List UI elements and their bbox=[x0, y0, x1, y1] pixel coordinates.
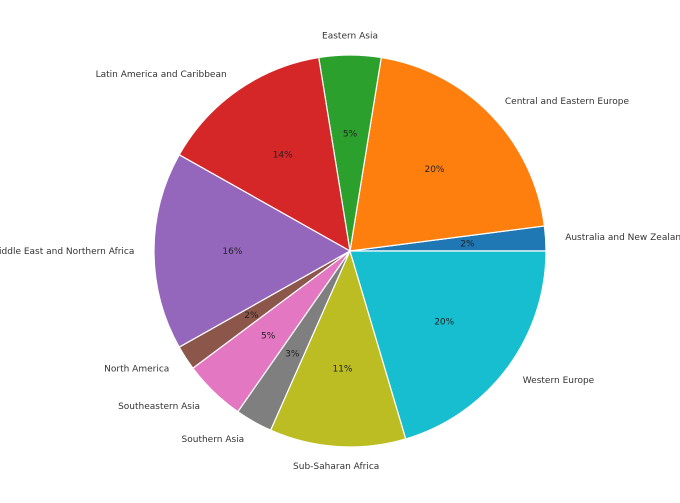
percent-label-eastern-asia: 5% bbox=[343, 129, 358, 139]
percent-label-latin-america-and-caribbean: 14% bbox=[273, 151, 293, 161]
category-label-middle-east-and-northern-africa: Middle East and Northern Africa bbox=[0, 247, 134, 257]
percent-label-middle-east-and-northern-africa: 16% bbox=[222, 247, 242, 257]
percent-label-western-europe: 20% bbox=[434, 317, 454, 327]
slice-western-europe bbox=[349, 250, 547, 440]
category-label-eastern-asia: Eastern Asia bbox=[322, 31, 378, 41]
slice-sub-saharan-africa bbox=[269, 249, 407, 448]
slice-latin-america-and-caribbean bbox=[178, 56, 351, 253]
percent-label-sub-saharan-africa: 11% bbox=[332, 364, 352, 374]
category-label-central-and-eastern-europe: Central and Eastern Europe bbox=[505, 97, 630, 107]
category-label-southeastern-asia: Southeastern Asia bbox=[118, 402, 200, 412]
percent-label-central-and-eastern-europe: 20% bbox=[424, 165, 444, 175]
category-label-latin-america-and-caribbean: Latin America and Caribbean bbox=[96, 70, 227, 80]
category-label-southern-asia: Southern Asia bbox=[182, 435, 245, 445]
slice-middle-east-and-northern-africa bbox=[153, 154, 352, 348]
percent-label-australia-and-new-zealand: 2% bbox=[460, 240, 475, 250]
slice-central-and-eastern-europe bbox=[349, 56, 546, 252]
category-label-western-europe: Western Europe bbox=[523, 376, 595, 386]
percent-label-north-america: 2% bbox=[244, 311, 259, 321]
percent-label-southeastern-asia: 5% bbox=[261, 332, 276, 342]
category-label-sub-saharan-africa: Sub-Saharan Africa bbox=[293, 462, 379, 472]
category-label-australia-and-new-zealand: Australia and New Zealand bbox=[565, 233, 680, 243]
percent-label-southern-asia: 3% bbox=[285, 350, 300, 360]
pie-labels: 2% Australia and New Zealand 20% Central an… bbox=[0, 31, 680, 472]
pie-slices bbox=[153, 54, 547, 448]
category-label-north-america: North America bbox=[104, 365, 169, 375]
